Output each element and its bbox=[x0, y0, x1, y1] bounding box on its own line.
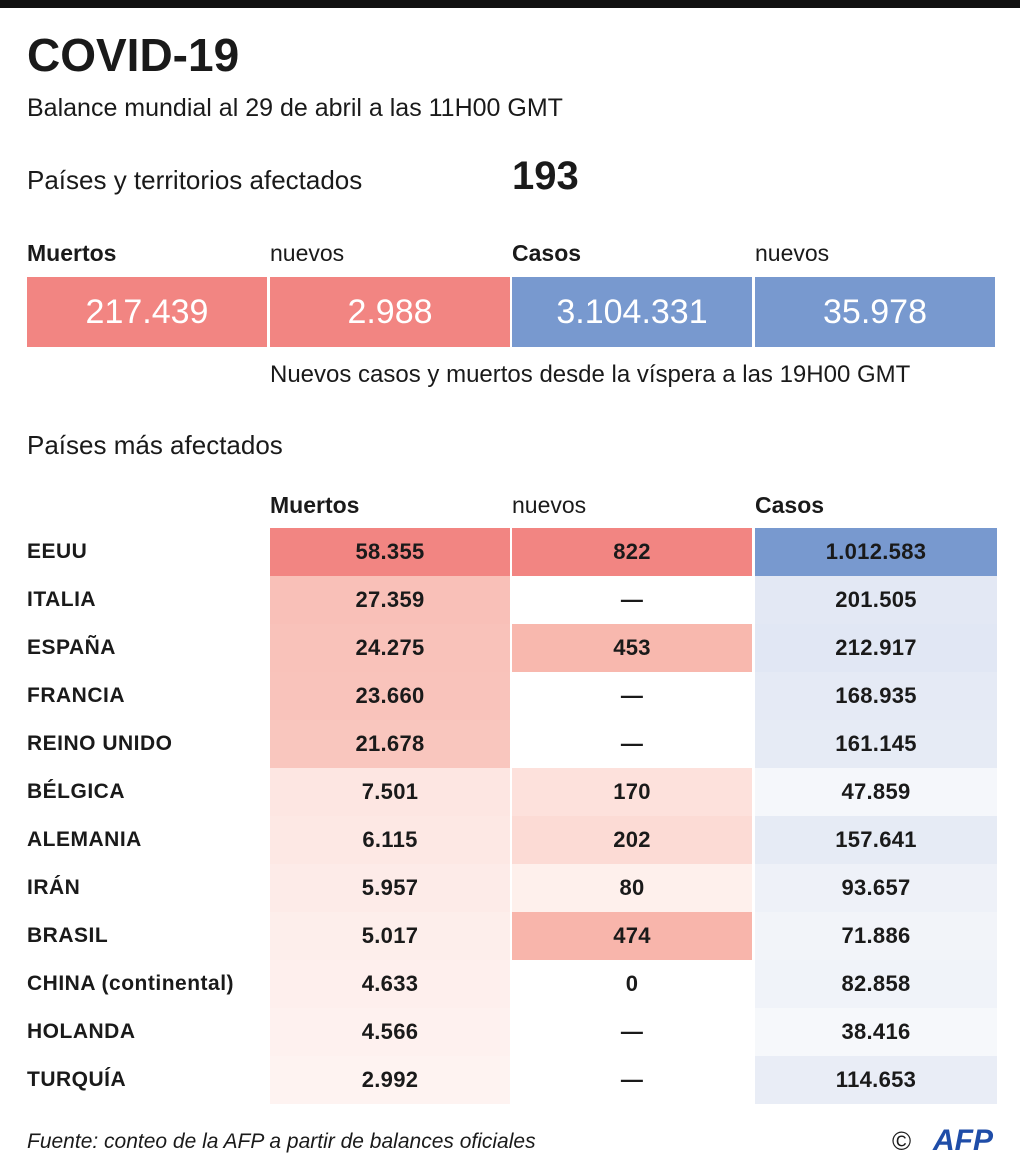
table-cell: 5.957 bbox=[270, 864, 510, 912]
summary-header: nuevos bbox=[755, 240, 830, 266]
table-cell: 4.566 bbox=[270, 1008, 510, 1056]
summary-value: 2.988 bbox=[270, 277, 510, 347]
table-cell: 0 bbox=[512, 960, 752, 1008]
table-cell: 474 bbox=[512, 912, 752, 960]
subtitle: Balance mundial al 29 de abril a las 11H… bbox=[27, 94, 563, 122]
summary-value: 3.104.331 bbox=[512, 277, 752, 347]
table-cell: 21.678 bbox=[270, 720, 510, 768]
title: COVID-19 bbox=[27, 29, 240, 81]
summary-header: nuevos bbox=[270, 240, 345, 266]
country-name: ALEMANIA bbox=[27, 828, 142, 851]
summary-header: Muertos bbox=[27, 240, 117, 266]
summary-note: Nuevos casos y muertos desde la víspera … bbox=[270, 361, 911, 388]
table-cell: 93.657 bbox=[755, 864, 997, 912]
table-cell: 161.145 bbox=[755, 720, 997, 768]
afp-logo: AFP bbox=[933, 1124, 993, 1157]
table-cell: 7.501 bbox=[270, 768, 510, 816]
table-cell: 47.859 bbox=[755, 768, 997, 816]
table-cell: 38.416 bbox=[755, 1008, 997, 1056]
summary-header: Casos bbox=[512, 240, 582, 266]
countries-value: 193 bbox=[512, 154, 579, 198]
table-cell: 212.917 bbox=[755, 624, 997, 672]
country-name: TURQUÍA bbox=[27, 1068, 127, 1091]
country-name: HOLANDA bbox=[27, 1020, 136, 1043]
summary-value: 35.978 bbox=[755, 277, 995, 347]
country-name: EEUU bbox=[27, 540, 88, 563]
table-cell: 170 bbox=[512, 768, 752, 816]
table-cell: 114.653 bbox=[755, 1056, 997, 1104]
country-name: IRÁN bbox=[27, 876, 81, 899]
country-name: ITALIA bbox=[27, 588, 97, 611]
table-cell: 168.935 bbox=[755, 672, 997, 720]
table-header: nuevos bbox=[512, 492, 587, 518]
table-cell: 1.012.583 bbox=[755, 528, 997, 576]
country-name: BÉLGICA bbox=[27, 780, 125, 803]
table-cell: 23.660 bbox=[270, 672, 510, 720]
table-cell: 201.505 bbox=[755, 576, 997, 624]
table-cell: 822 bbox=[512, 528, 752, 576]
table-cell: — bbox=[512, 576, 752, 624]
copyright: © bbox=[892, 1126, 912, 1156]
table-title: Países más afectados bbox=[27, 430, 283, 460]
table-cell: 4.633 bbox=[270, 960, 510, 1008]
table-cell: 6.115 bbox=[270, 816, 510, 864]
table-header: Muertos bbox=[270, 492, 360, 518]
country-name: BRASIL bbox=[27, 924, 109, 947]
table-cell: 453 bbox=[512, 624, 752, 672]
table-cell: 2.992 bbox=[270, 1056, 510, 1104]
table-cell: 202 bbox=[512, 816, 752, 864]
country-name: REINO UNIDO bbox=[27, 732, 173, 755]
table-cell: 82.858 bbox=[755, 960, 997, 1008]
table-cell: 71.886 bbox=[755, 912, 997, 960]
table-cell: 27.359 bbox=[270, 576, 510, 624]
table-cell: — bbox=[512, 1008, 752, 1056]
table-cell: 5.017 bbox=[270, 912, 510, 960]
table-header: Casos bbox=[755, 492, 825, 518]
top-bar bbox=[0, 0, 1020, 8]
table-cell: — bbox=[512, 672, 752, 720]
table-cell: 80 bbox=[512, 864, 752, 912]
countries-label: Países y territorios afectados bbox=[27, 165, 363, 195]
table-cell: 58.355 bbox=[270, 528, 510, 576]
table-cell: — bbox=[512, 1056, 752, 1104]
source: Fuente: conteo de la AFP a partir de bal… bbox=[27, 1130, 536, 1153]
country-name: FRANCIA bbox=[27, 684, 125, 707]
table-cell: 24.275 bbox=[270, 624, 510, 672]
summary-value: 217.439 bbox=[27, 277, 267, 347]
country-name: ESPAÑA bbox=[27, 636, 116, 659]
table-cell: — bbox=[512, 720, 752, 768]
country-name: CHINA (continental) bbox=[27, 972, 235, 995]
table-cell: 157.641 bbox=[755, 816, 997, 864]
